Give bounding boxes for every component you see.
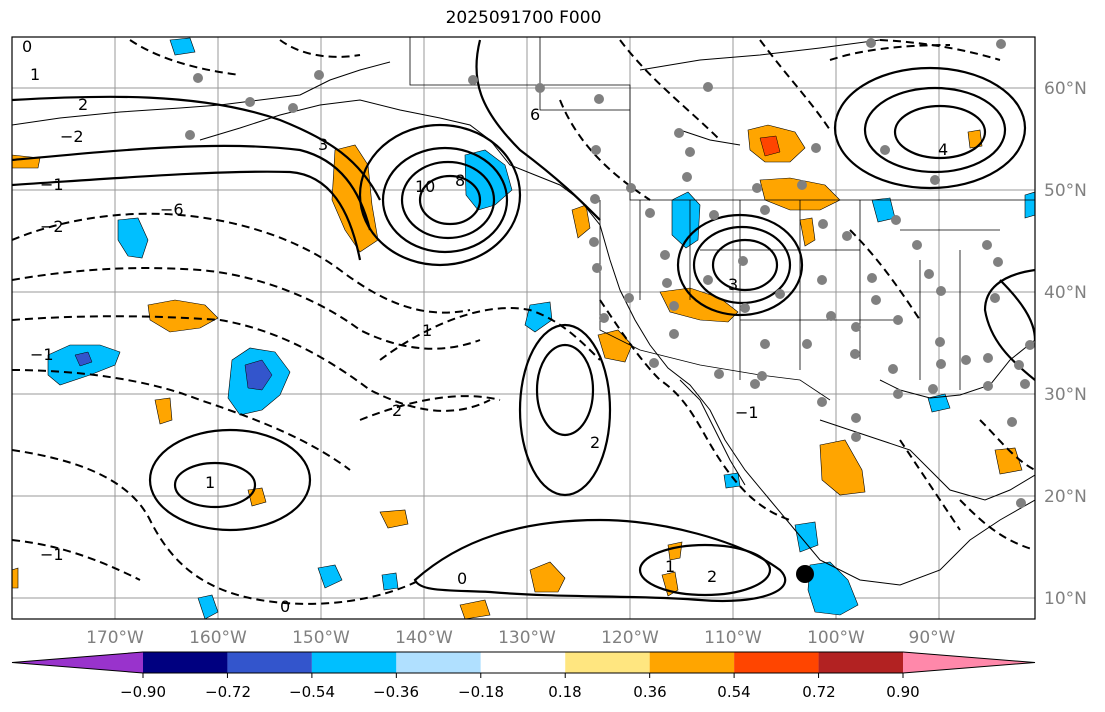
colorbar-tick-label: −0.18 [458, 683, 504, 701]
lat-label: 50°N [1044, 181, 1087, 201]
contour-label: −1 [40, 175, 64, 194]
colorbar-segment [565, 652, 650, 673]
colorbar-tick-label: −0.72 [205, 683, 251, 701]
contour-label: 2 [392, 401, 402, 420]
contour-label: 8 [455, 171, 465, 190]
colorbar-segment [12, 652, 143, 673]
colorbar-segment [903, 652, 1035, 673]
contour-label: 2 [707, 567, 717, 586]
contour-label: −6 [160, 200, 184, 219]
lon-label: 110°W [704, 628, 762, 648]
colorbar-tick-label: 0.54 [717, 683, 750, 701]
contour-label: 1 [422, 321, 432, 340]
contour-label: 2 [78, 95, 88, 114]
contour-label: −1 [30, 345, 54, 364]
colorbar-tick-label: 0.18 [548, 683, 581, 701]
map-border [11, 36, 1036, 620]
colorbar-tick-label: 0.90 [886, 683, 919, 701]
contour-labels: 0 1 2 −2 −1 3 4 10 8 6 −6 1 2 −1 0 1 2 0… [22, 37, 948, 616]
contour-label: 3 [318, 135, 328, 154]
contour-label: 0 [280, 597, 290, 616]
lat-label: 10°N [1044, 589, 1087, 609]
location-marker [796, 565, 814, 583]
lon-label: 130°W [498, 628, 556, 648]
colorbar-segment [143, 652, 228, 673]
contour-label: −1 [40, 545, 64, 564]
lat-label: 40°N [1044, 283, 1087, 303]
lat-label: 30°N [1044, 385, 1087, 405]
contour-label: 1 [30, 65, 40, 84]
contour-label: 6 [530, 105, 540, 124]
contour-label: 2 [590, 433, 600, 452]
lon-label: 90°W [909, 628, 956, 648]
longitude-labels: 170°W 160°W 150°W 140°W 130°W 120°W 110°… [86, 628, 956, 648]
lon-label: 170°W [86, 628, 144, 648]
contour-label: 0 [457, 569, 467, 588]
colorbar-tick-label: −0.90 [120, 683, 166, 701]
lon-label: 150°W [292, 628, 350, 648]
contour-label: −2 [60, 127, 84, 146]
strong-positive-shading [759, 135, 781, 157]
station-dots [185, 38, 1035, 508]
lat-label: 20°N [1044, 487, 1087, 507]
contour-label: 1 [665, 557, 675, 576]
dashed-contours [12, 39, 1035, 605]
lon-label: 160°W [189, 628, 247, 648]
contour-label: −1 [735, 403, 759, 422]
colorbar-segment [311, 652, 397, 673]
colorbar-segment [227, 652, 312, 673]
solid-contours [12, 39, 1035, 603]
colorbar-tick-label: −0.54 [289, 683, 335, 701]
contour-label: 4 [938, 140, 948, 159]
strong-negative-shading [74, 351, 273, 391]
colorbar-tick-label: 0.72 [802, 683, 835, 701]
colorbar-segment [649, 652, 735, 673]
lon-label: 100°W [807, 628, 865, 648]
lon-label: 120°W [601, 628, 659, 648]
colorbar-segment [734, 652, 819, 673]
colorbar-segment [396, 652, 481, 673]
coastlines [12, 39, 1035, 586]
map-title: 2025091700 F000 [445, 8, 602, 28]
colorbar-tick-label: −0.36 [373, 683, 419, 701]
contour-label: 1 [205, 473, 215, 492]
colorbar-tick-label: 0.36 [633, 683, 666, 701]
negative-shading [47, 37, 1035, 619]
latitude-labels: 60°N 50°N 40°N 30°N 20°N 10°N [1044, 79, 1087, 609]
graticule [12, 37, 1035, 619]
contour-label: 10 [415, 177, 435, 196]
contour-label: −2 [40, 217, 64, 236]
colorbar-ticks: −0.90 −0.72 −0.54 −0.36 −0.18 0.18 0.36 … [120, 683, 920, 701]
lat-label: 60°N [1044, 79, 1087, 99]
lon-label: 140°W [395, 628, 453, 648]
contour-label: 0 [22, 37, 32, 56]
colorbar [11, 651, 1036, 678]
colorbar-segment [480, 652, 566, 673]
contour-label: 3 [728, 275, 738, 294]
colorbar-segment [818, 652, 903, 673]
